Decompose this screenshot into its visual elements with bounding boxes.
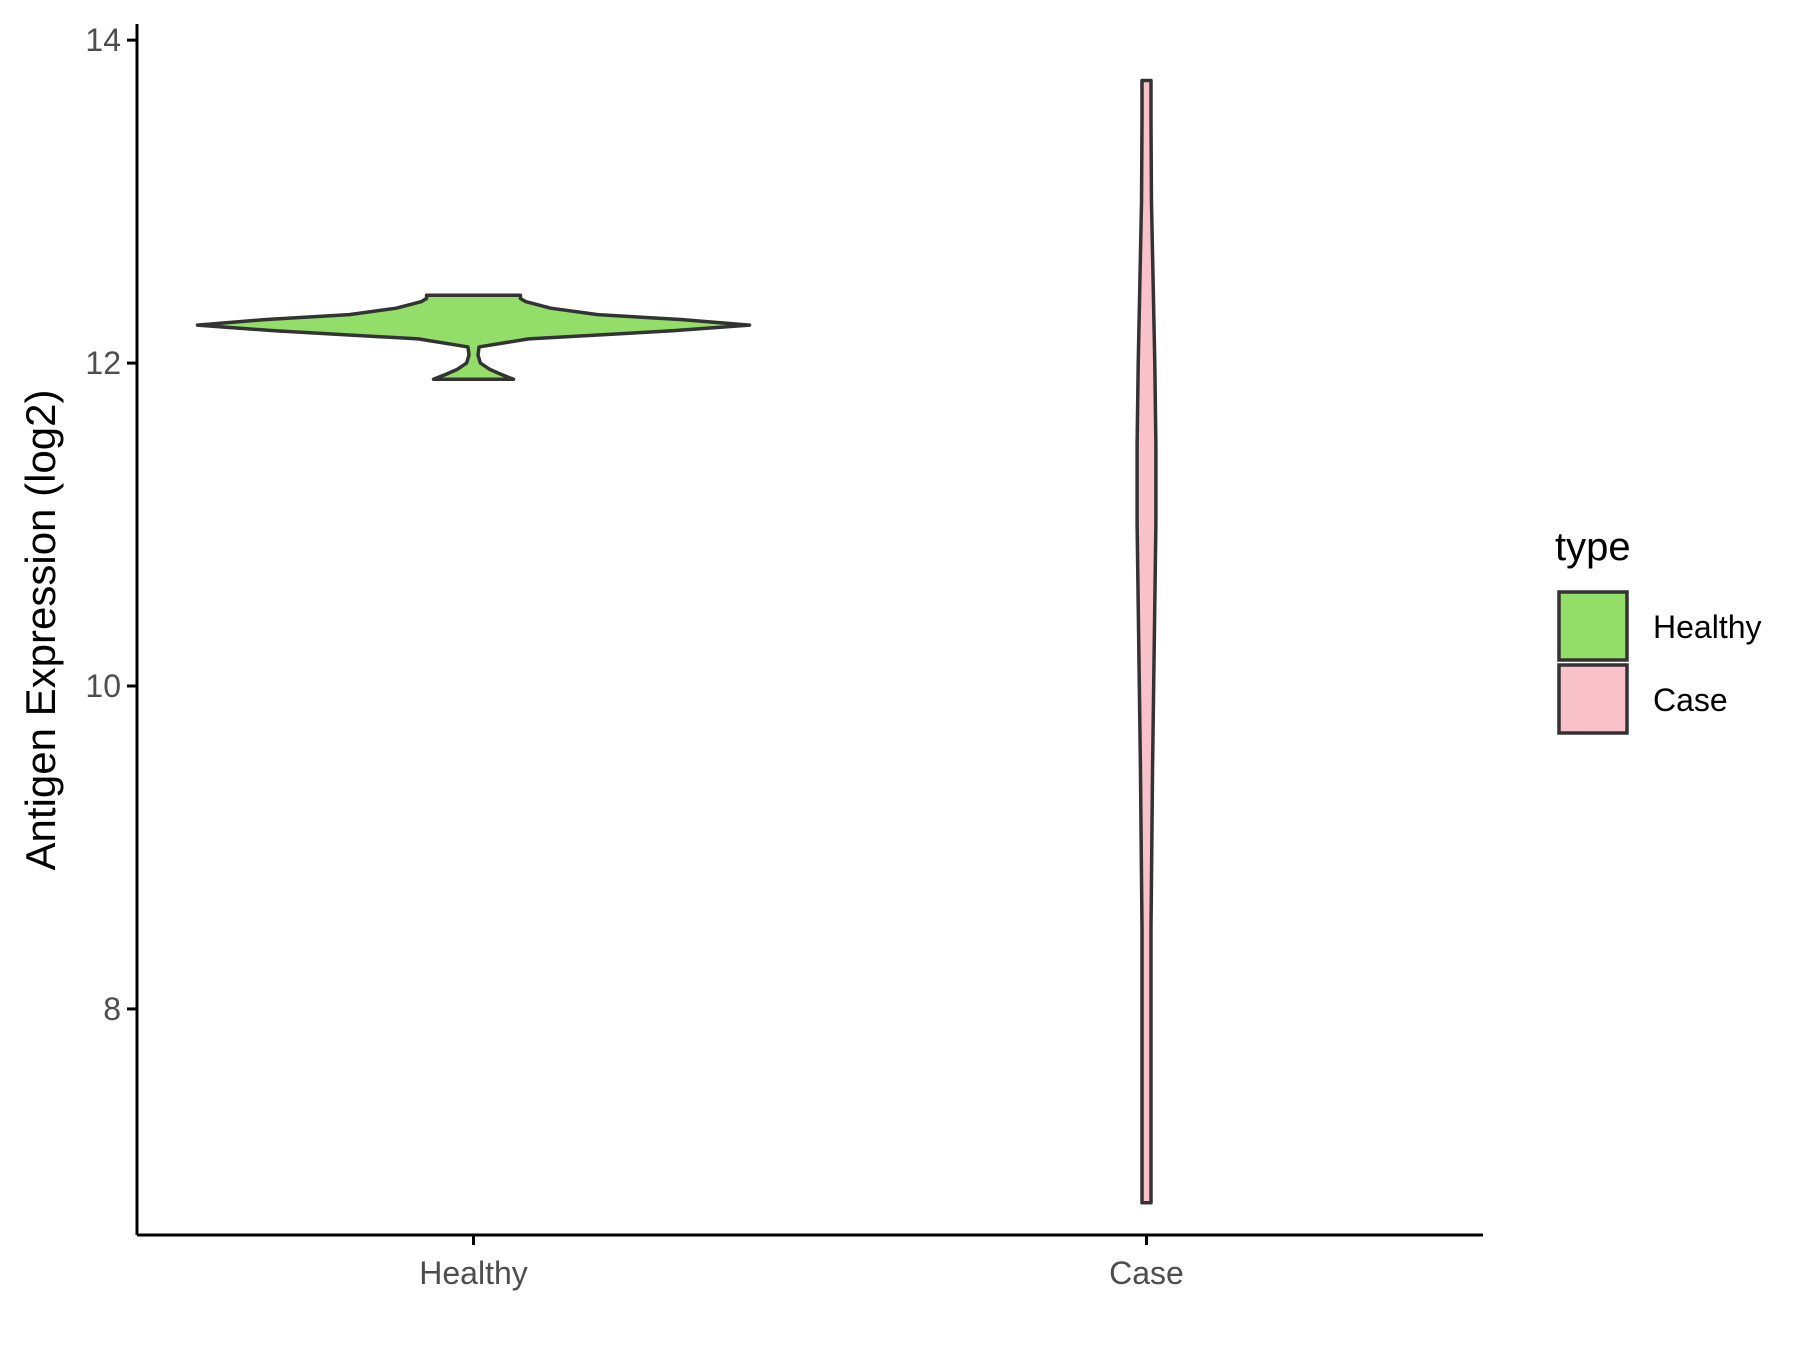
legend-items: Healthy Case <box>1557 590 1762 735</box>
x-tick-label: Case <box>1109 1255 1184 1291</box>
legend-label-case: Case <box>1653 682 1728 718</box>
y-tick-label: 14 <box>85 22 121 58</box>
legend-key-healthy <box>1557 590 1629 662</box>
y-ticks: 8 10 12 14 <box>85 22 137 1027</box>
violins-layer <box>195 78 1158 1205</box>
legend: type Healthy Case <box>1555 525 1762 735</box>
y-axis-title: Antigen Expression (log2) <box>17 390 64 871</box>
violin-case <box>1135 78 1158 1205</box>
y-tick-label: 8 <box>103 991 121 1027</box>
legend-title: type <box>1555 525 1631 569</box>
legend-label-healthy: Healthy <box>1653 609 1762 645</box>
x-tick-label: Healthy <box>419 1255 528 1291</box>
legend-key-case <box>1557 663 1629 735</box>
violin-healthy <box>195 293 752 381</box>
y-tick-label: 10 <box>85 668 121 704</box>
x-ticks: Healthy Case <box>419 1235 1184 1291</box>
y-tick-label: 12 <box>85 345 121 381</box>
